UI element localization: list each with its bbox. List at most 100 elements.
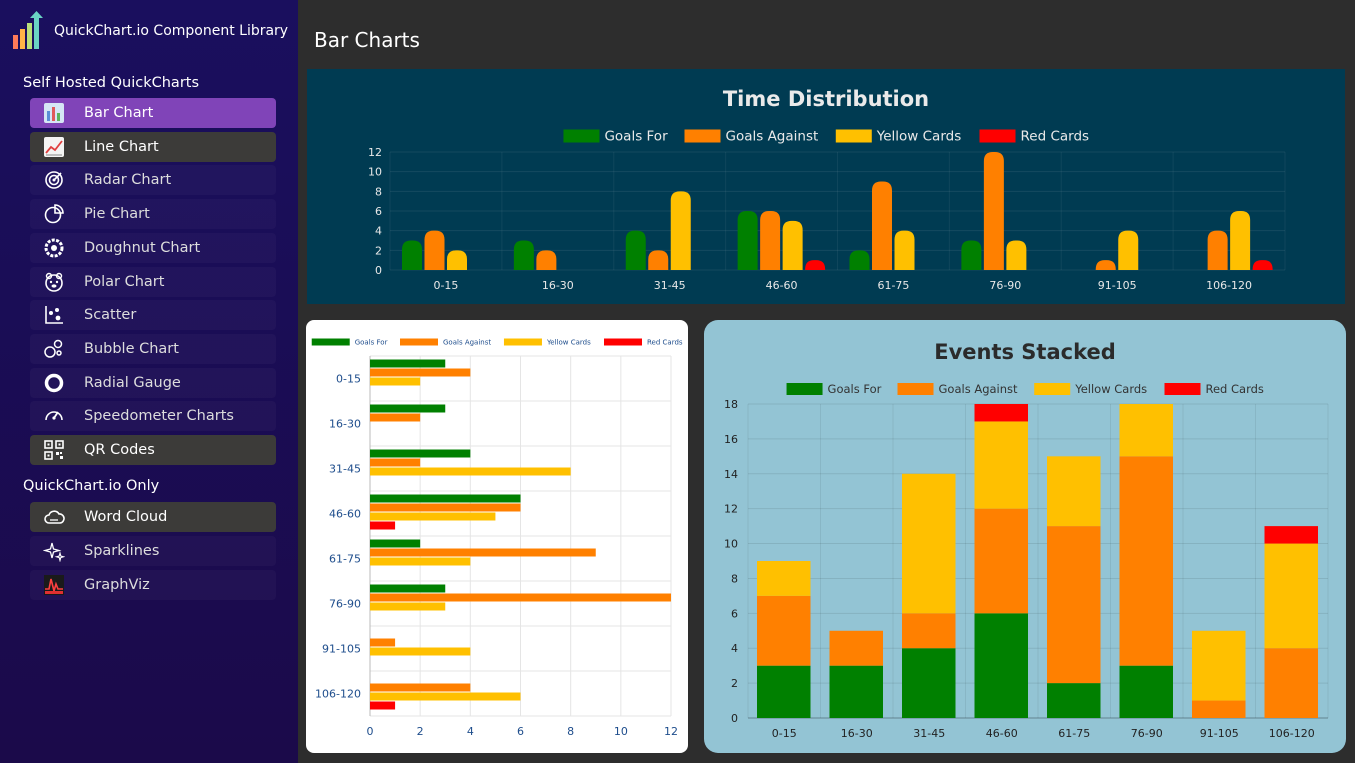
bar xyxy=(513,240,534,270)
bar-segment xyxy=(829,630,883,666)
y-tick-label: 6 xyxy=(731,607,738,620)
bar xyxy=(370,512,496,521)
sidebar-item-pie-chart[interactable]: Pie Chart xyxy=(30,199,276,229)
legend-label: Yellow Cards xyxy=(1074,382,1147,396)
sidebar-item-label: Sparklines xyxy=(84,543,160,559)
x-tick-label: 0 xyxy=(367,725,374,738)
legend-label: Yellow Cards xyxy=(546,338,591,346)
bar-segment xyxy=(757,595,811,666)
bar-segment xyxy=(1192,700,1246,718)
x-tick-label: 6 xyxy=(517,725,524,738)
sidebar-item-sparklines[interactable]: Sparklines xyxy=(30,536,276,566)
bar xyxy=(370,494,521,503)
legend-label: Goals Against xyxy=(726,129,819,145)
bar-segment xyxy=(1119,665,1173,718)
bar-segment xyxy=(1264,543,1318,649)
sidebar-item-line-chart[interactable]: Line Chart xyxy=(30,131,276,162)
legend-swatch xyxy=(835,129,872,143)
events-stacked-chart: Events Stacked Goals For Goals Against Yell… xyxy=(724,340,1329,740)
bar xyxy=(370,368,471,377)
bar-segment xyxy=(829,665,883,718)
bar-segment xyxy=(1264,648,1318,718)
bar-segment xyxy=(974,508,1028,614)
bar xyxy=(1095,260,1116,270)
bar xyxy=(424,230,445,270)
x-tick-label: 8 xyxy=(567,725,574,738)
sidebar-item-word-cloud[interactable]: Word Cloud xyxy=(30,502,276,532)
bar xyxy=(625,230,646,270)
bar-segment xyxy=(1192,630,1246,701)
x-tick-label: 46-60 xyxy=(986,727,1018,740)
y-tick-label: 2 xyxy=(731,677,738,690)
bar xyxy=(370,647,471,656)
y-tick-label: 61-75 xyxy=(329,553,361,566)
legend-swatch xyxy=(604,338,642,346)
x-tick-label: 76-90 xyxy=(1131,727,1163,740)
chart-title: Events Stacked xyxy=(934,340,1116,364)
x-tick-label: 0-15 xyxy=(433,279,458,292)
bar xyxy=(872,181,892,270)
legend-label: Red Cards xyxy=(647,338,683,346)
bar-chart-icon xyxy=(43,102,65,124)
y-tick-label: 4 xyxy=(375,225,382,238)
bar-segment xyxy=(974,613,1028,718)
legend-label: Goals For xyxy=(828,382,882,396)
sidebar-item-doughnut-chart[interactable]: Doughnut Chart xyxy=(30,233,276,263)
sidebar-item-label: Pie Chart xyxy=(84,206,150,223)
pie-icon xyxy=(43,203,65,225)
y-tick-label: 4 xyxy=(731,642,738,655)
x-tick-label: 16-30 xyxy=(542,279,574,292)
x-tick-label: 106-120 xyxy=(1269,727,1315,740)
sidebar-item-graphviz[interactable]: GraphViz xyxy=(30,570,276,600)
sidebar-item-label: Doughnut Chart xyxy=(84,239,201,256)
cloud-icon xyxy=(43,506,65,528)
sidebar-item-qr-codes[interactable]: QR Codes xyxy=(30,435,276,465)
bar xyxy=(370,692,521,701)
legend-label: Red Cards xyxy=(1206,382,1264,396)
bar xyxy=(536,250,557,270)
bar xyxy=(782,220,803,270)
bar xyxy=(737,211,758,270)
sidebar-item-bubble-chart[interactable]: Bubble Chart xyxy=(30,334,276,364)
sidebar-item-bar-chart[interactable]: Bar Chart xyxy=(30,98,276,128)
bar xyxy=(370,458,421,467)
legend-swatch xyxy=(503,338,542,346)
sidebar-item-radar-chart[interactable]: Radar Chart xyxy=(30,165,276,195)
x-tick-label: 91-105 xyxy=(1098,279,1137,292)
legend-swatch xyxy=(400,338,438,346)
sidebar-item-polar-chart[interactable]: Polar Chart xyxy=(30,267,276,297)
qr-code-icon xyxy=(43,439,65,461)
legend-swatch xyxy=(1164,383,1201,395)
x-tick-label: 31-45 xyxy=(913,727,945,740)
bar xyxy=(402,240,422,270)
bar xyxy=(370,701,396,710)
scatter-icon xyxy=(43,304,65,326)
sidebar-item-label: Polar Chart xyxy=(84,273,165,290)
x-tick-label: 91-105 xyxy=(1200,727,1239,740)
sidebar-item-radial-gauge[interactable]: Radial Gauge xyxy=(30,368,276,398)
bar-segment xyxy=(1119,456,1173,666)
x-tick-label: 61-75 xyxy=(1058,727,1090,740)
brand[interactable]: QuickChart.io Component Library xyxy=(12,10,288,52)
bar-segment xyxy=(974,421,1028,509)
quickchart-logo-icon xyxy=(13,11,43,49)
bar xyxy=(370,557,471,566)
bar-segment xyxy=(1047,526,1101,684)
sidebar-item-label: GraphViz xyxy=(84,577,150,593)
sidebar-item-scatter[interactable]: Scatter xyxy=(30,300,276,330)
time-distribution-chart: Time Distribution Goals For Goals Against Y… xyxy=(368,87,1286,292)
section-self-hosted: Self Hosted QuickCharts xyxy=(23,75,200,91)
bar xyxy=(370,539,421,548)
y-tick-label: 2 xyxy=(375,244,382,257)
bubble-icon xyxy=(43,338,65,360)
y-tick-label: 0-15 xyxy=(336,373,361,386)
sidebar-item-label: Radial Gauge xyxy=(84,374,181,391)
y-tick-label: 18 xyxy=(724,398,738,411)
sidebar-item-speedometer-charts[interactable]: Speedometer Charts xyxy=(30,401,276,431)
y-tick-label: 91-105 xyxy=(322,643,361,656)
sidebar-item-label: Bar Chart xyxy=(84,105,154,121)
x-tick-label: 4 xyxy=(467,725,474,738)
bar xyxy=(961,240,982,270)
y-tick-label: 46-60 xyxy=(329,508,361,521)
bar xyxy=(760,211,781,270)
